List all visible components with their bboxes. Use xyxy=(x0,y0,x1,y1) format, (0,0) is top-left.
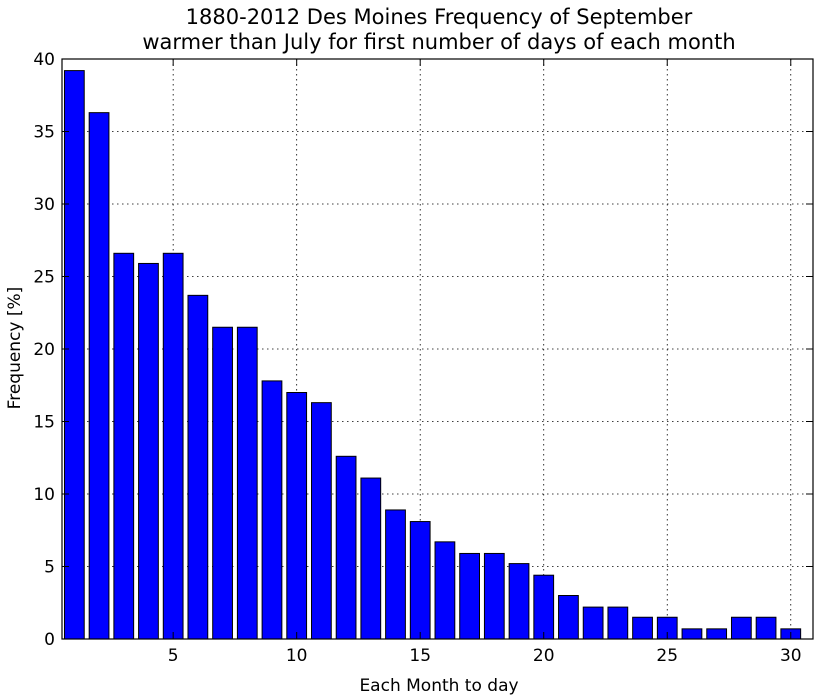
y-tick-label: 0 xyxy=(44,630,55,650)
bar xyxy=(681,628,703,640)
y-axis-label: Frequency [%] xyxy=(5,287,25,410)
bar xyxy=(558,595,579,640)
bar xyxy=(434,541,456,640)
y-tick-label: 15 xyxy=(33,413,55,433)
bar xyxy=(508,563,530,640)
bar xyxy=(187,294,209,640)
bar xyxy=(607,606,629,640)
x-tick-label: 30 xyxy=(780,646,802,666)
bar xyxy=(360,477,382,640)
bar xyxy=(138,262,159,640)
bar xyxy=(459,552,480,640)
x-tick-label: 20 xyxy=(533,646,555,666)
bar xyxy=(706,628,728,640)
y-tick-label: 30 xyxy=(33,195,55,215)
y-tick-label: 20 xyxy=(33,340,55,360)
bar xyxy=(409,521,431,640)
bar xyxy=(730,616,752,640)
chart-title-line-1: 1880-2012 Des Moines Frequency of Septem… xyxy=(186,5,693,29)
bar xyxy=(582,606,604,640)
bar xyxy=(632,616,653,640)
x-tick-label: 15 xyxy=(409,646,431,666)
bars xyxy=(63,70,802,640)
ticks: 5 10 15 20 25 30 0 5 10 15 20 25 30 35 40 xyxy=(33,50,813,666)
y-tick-label: 40 xyxy=(33,50,55,70)
y-tick-label: 35 xyxy=(33,123,55,143)
bar xyxy=(483,552,505,640)
bar xyxy=(88,112,110,640)
y-tick-label: 25 xyxy=(33,268,55,288)
bar xyxy=(533,574,555,640)
bar xyxy=(311,402,332,640)
bar xyxy=(63,70,85,640)
y-tick-label: 10 xyxy=(33,485,55,505)
x-tick-label: 5 xyxy=(168,646,179,666)
bar xyxy=(212,326,233,640)
bar xyxy=(113,252,135,640)
plot-frame xyxy=(61,58,814,640)
x-tick-label: 25 xyxy=(656,646,678,666)
x-axis-label: Each Month to day xyxy=(359,676,518,696)
bar xyxy=(335,455,357,640)
y-tick-label: 5 xyxy=(44,558,55,578)
bar xyxy=(162,252,184,640)
grid xyxy=(62,59,813,639)
bar xyxy=(385,509,406,640)
bar xyxy=(236,326,258,640)
bar xyxy=(286,392,308,640)
chart-title-line-2: warmer than July for first number of day… xyxy=(142,30,735,54)
x-tick-label: 10 xyxy=(286,646,308,666)
bar xyxy=(261,380,283,640)
bar xyxy=(755,616,777,640)
